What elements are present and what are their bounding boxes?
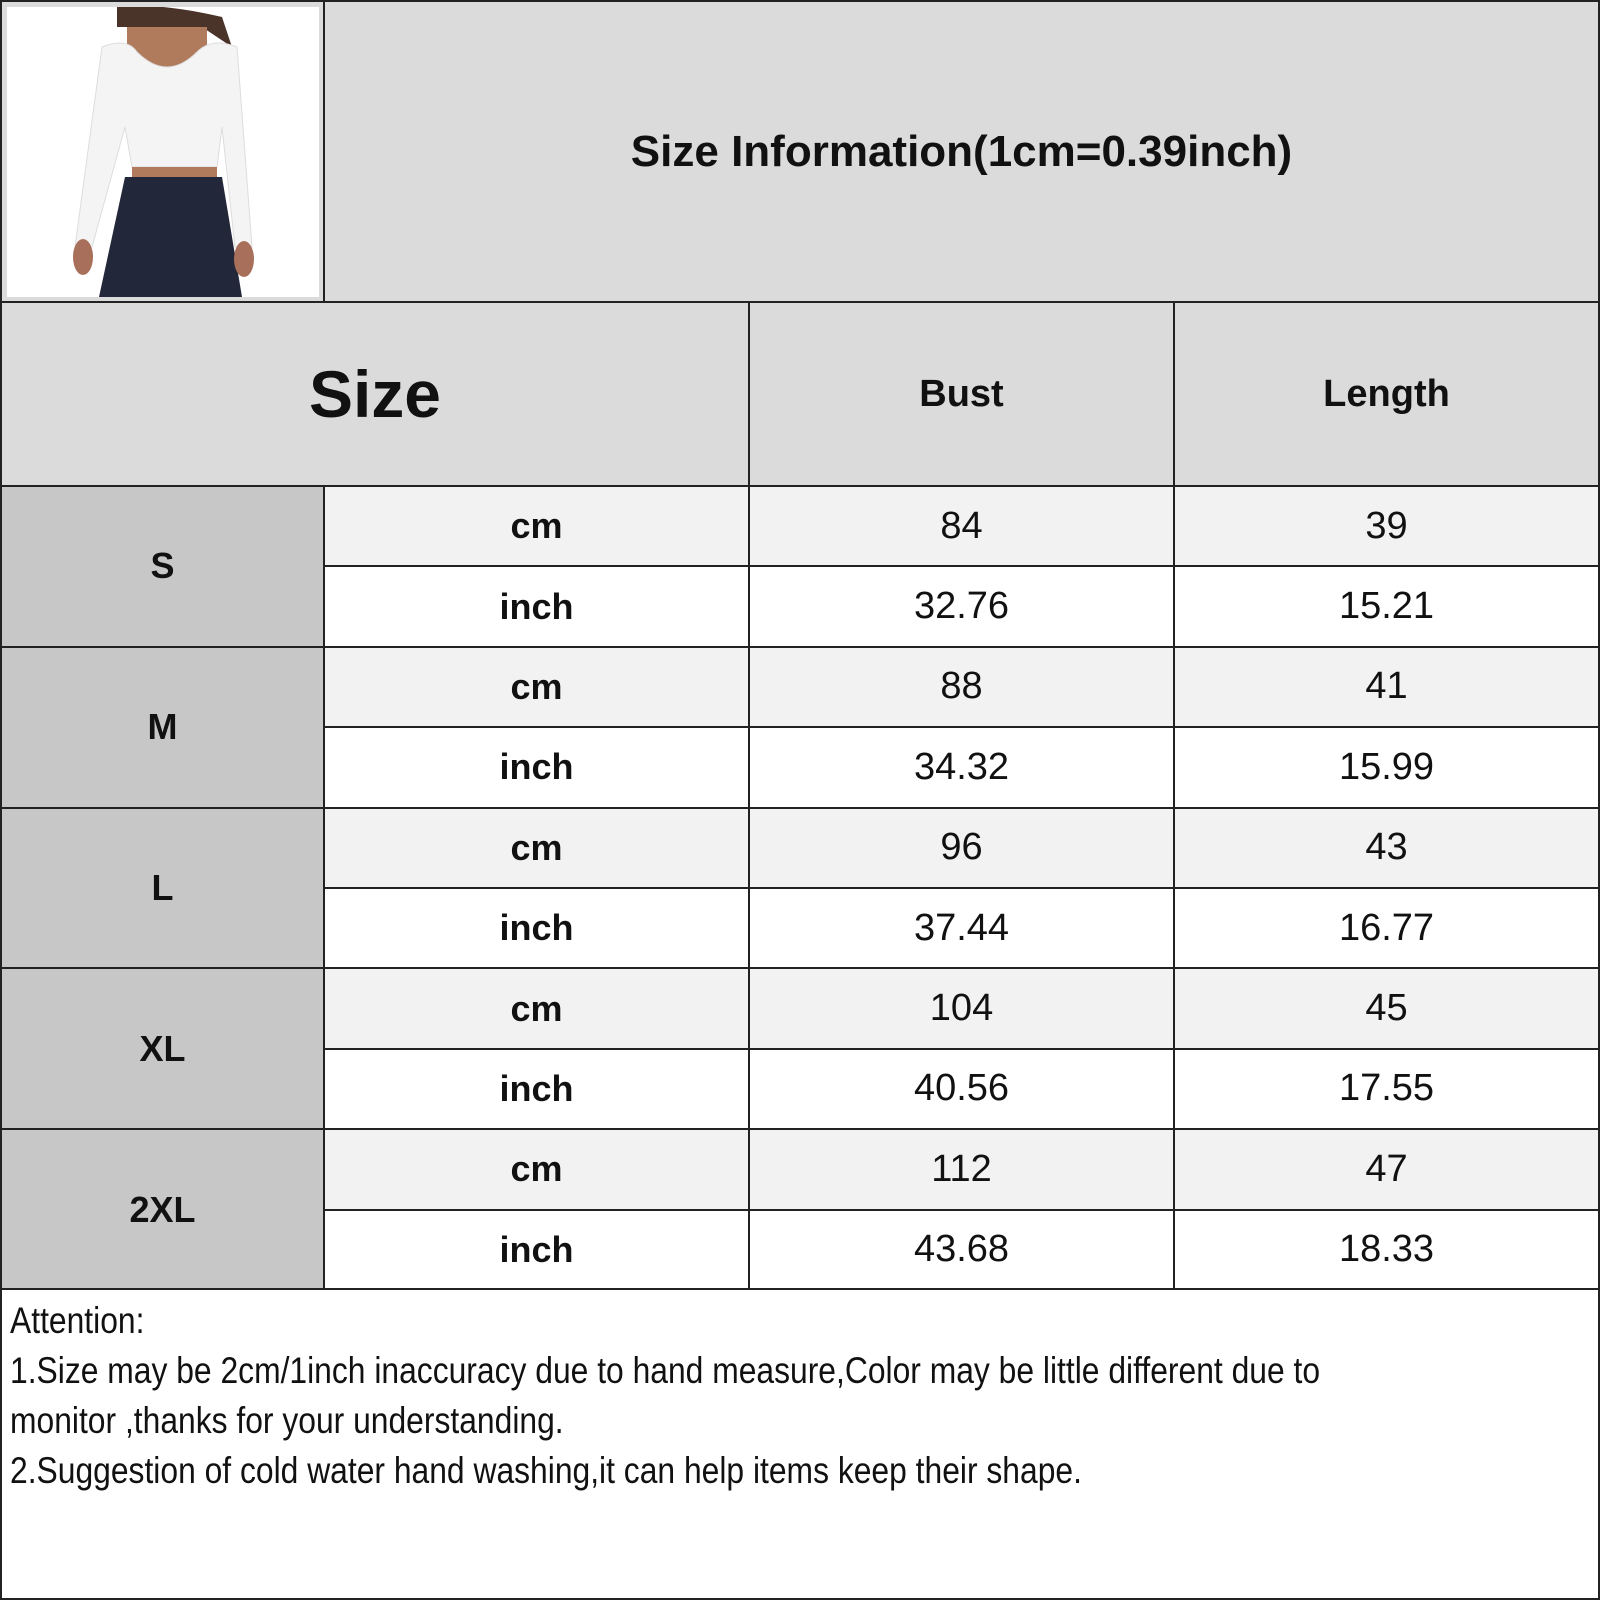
product-image-cell <box>0 0 325 303</box>
bust-value: 32.76 <box>913 585 1010 628</box>
length-cm-cell: 41 <box>1173 645 1600 729</box>
length-value: 16.77 <box>1338 906 1435 949</box>
bust-header: Bust <box>919 372 1004 415</box>
size-label-cell: M <box>0 645 325 809</box>
length-header-cell: Length <box>1173 301 1600 487</box>
size-label-cell: XL <box>0 967 325 1131</box>
size-label-cell: S <box>0 485 325 648</box>
length-inch-cell: 18.33 <box>1173 1208 1600 1291</box>
title-cell: Size Information(1cm=0.39inch) <box>323 0 1600 303</box>
unit-label: inch <box>499 1228 574 1270</box>
bust-cm-cell: 112 <box>748 1128 1175 1211</box>
length-value: 47 <box>1365 1147 1408 1190</box>
size-header: Size <box>308 357 442 431</box>
unit-cm-cell: cm <box>323 645 750 729</box>
bust-value: 88 <box>940 665 983 708</box>
bust-cm-cell: 84 <box>748 485 1175 568</box>
unit-inch-cell: inch <box>323 726 750 809</box>
length-inch-cell: 17.55 <box>1173 1047 1600 1131</box>
unit-inch-cell: inch <box>323 1047 750 1131</box>
length-cm-cell: 39 <box>1173 485 1600 568</box>
bust-inch-cell: 37.44 <box>748 887 1175 970</box>
length-inch-cell: 15.99 <box>1173 726 1600 809</box>
bust-value: 112 <box>931 1147 992 1190</box>
length-value: 17.55 <box>1338 1067 1435 1110</box>
unit-cm-cell: cm <box>323 1128 750 1211</box>
length-inch-cell: 15.21 <box>1173 565 1600 648</box>
bust-cm-cell: 88 <box>748 645 1175 729</box>
bust-value: 104 <box>929 987 994 1030</box>
bust-value: 40.56 <box>913 1067 1010 1110</box>
unit-label: inch <box>499 585 574 627</box>
size-label-cell: L <box>0 806 325 970</box>
attention-notes: Attention: 1.Size may be 2cm/1inch inacc… <box>0 1288 1600 1600</box>
bust-value: 34.32 <box>913 745 1010 788</box>
size-label: XL <box>139 1027 186 1069</box>
chart-title: Size Information(1cm=0.39inch) <box>630 126 1293 176</box>
bust-inch-cell: 32.76 <box>748 565 1175 648</box>
unit-label: cm <box>510 987 563 1029</box>
length-value: 39 <box>1365 504 1408 547</box>
length-value: 15.21 <box>1338 585 1435 628</box>
unit-cm-cell: cm <box>323 485 750 568</box>
unit-label: cm <box>510 1148 563 1190</box>
length-value: 41 <box>1365 665 1408 708</box>
bust-value: 96 <box>940 826 983 869</box>
unit-label: inch <box>499 746 574 788</box>
size-label-cell: 2XL <box>0 1128 325 1291</box>
length-value: 45 <box>1365 987 1408 1030</box>
attention-line-3: 2.Suggestion of cold water hand washing,… <box>10 1450 1082 1491</box>
bust-inch-cell: 34.32 <box>748 726 1175 809</box>
unit-label: cm <box>510 665 563 707</box>
bust-inch-cell: 40.56 <box>748 1047 1175 1131</box>
length-cm-cell: 43 <box>1173 806 1600 889</box>
unit-label: cm <box>510 826 563 868</box>
attention-heading: Attention: <box>10 1300 145 1341</box>
length-inch-cell: 16.77 <box>1173 887 1600 970</box>
bust-value: 84 <box>940 504 983 547</box>
length-value: 15.99 <box>1338 745 1435 788</box>
bust-cm-cell: 96 <box>748 806 1175 889</box>
size-label: 2XL <box>129 1188 196 1230</box>
unit-label: inch <box>499 1067 574 1109</box>
length-cm-cell: 45 <box>1173 967 1600 1050</box>
size-label: S <box>150 545 175 587</box>
unit-cm-cell: cm <box>323 806 750 889</box>
unit-inch-cell: inch <box>323 565 750 648</box>
bust-value: 37.44 <box>913 906 1010 949</box>
length-value: 18.33 <box>1338 1228 1435 1271</box>
size-label: M <box>147 706 178 748</box>
unit-inch-cell: inch <box>323 887 750 970</box>
bust-cm-cell: 104 <box>748 967 1175 1050</box>
unit-label: inch <box>499 907 574 949</box>
product-photo <box>6 6 319 297</box>
bust-header-cell: Bust <box>748 301 1175 487</box>
unit-cm-cell: cm <box>323 967 750 1050</box>
length-cm-cell: 47 <box>1173 1128 1600 1211</box>
size-header-cell: Size <box>0 301 750 487</box>
length-value: 43 <box>1365 826 1408 869</box>
length-header: Length <box>1323 372 1450 415</box>
size-label: L <box>151 866 174 908</box>
attention-line-1: 1.Size may be 2cm/1inch inaccuracy due t… <box>10 1350 1321 1391</box>
bust-inch-cell: 43.68 <box>748 1208 1175 1291</box>
bust-value: 43.68 <box>913 1228 1010 1271</box>
attention-line-2: monitor ,thanks for your understanding. <box>10 1400 564 1441</box>
unit-inch-cell: inch <box>323 1208 750 1291</box>
unit-label: cm <box>510 505 563 547</box>
